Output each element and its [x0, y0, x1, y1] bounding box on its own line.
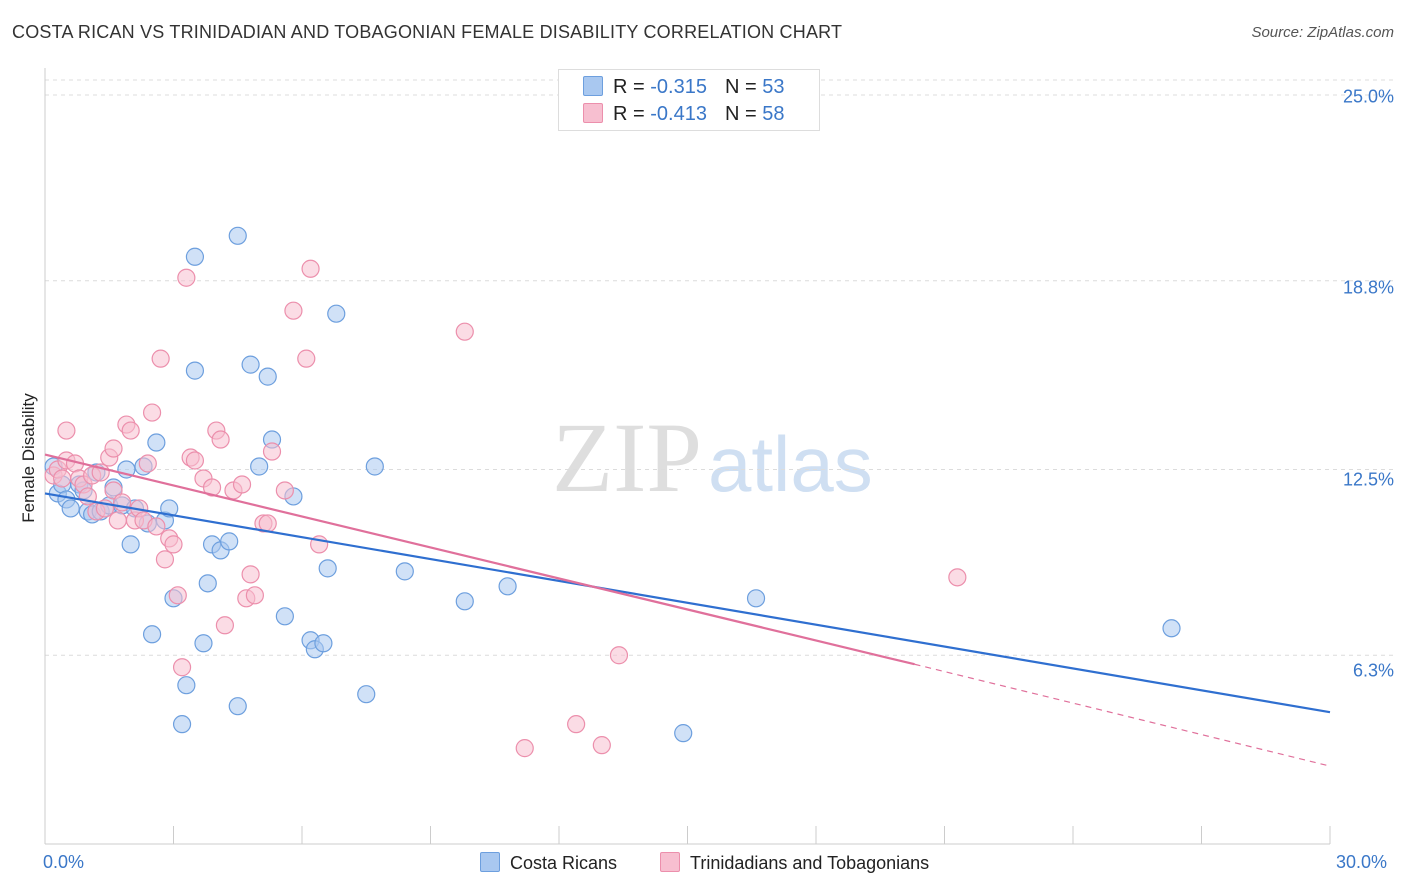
trinidadian-point	[455, 322, 474, 341]
trinidadian-point	[121, 421, 140, 440]
chart-title: COSTA RICAN VS TRINIDADIAN AND TOBAGONIA…	[12, 22, 843, 42]
trinidadian-point	[57, 421, 76, 440]
x-tick-label: 0.0%	[43, 852, 85, 872]
costa-rican-point	[160, 499, 179, 518]
costa-rican-point	[674, 724, 693, 743]
costa-rican-point	[142, 625, 162, 644]
trinidadian-point	[215, 616, 234, 635]
trinidadian-point	[284, 301, 303, 320]
costa-rican-point	[258, 367, 277, 386]
y-tick-label: 12.5%	[1342, 469, 1394, 490]
trinidadian-trend-line	[44, 453, 915, 666]
bottom-legend-trinidadians: Trinidadians and Tobagonians	[660, 852, 929, 874]
costa-rican-point	[357, 685, 376, 704]
legend-row-costa-ricans: R = -0.315 N = 53	[583, 76, 784, 99]
trinidadian-point	[241, 565, 260, 584]
y-tick-label: 25.0%	[1342, 86, 1394, 107]
costa-rican-point	[318, 559, 337, 578]
legend-row-trinidadians: R = -0.413 N = 58	[583, 103, 784, 126]
trinidadian-point	[567, 715, 586, 734]
costa-rican-point	[365, 457, 384, 476]
costa-rican-point	[220, 532, 239, 551]
trinidadian-point	[948, 568, 967, 587]
trinidadian-point	[202, 478, 222, 497]
trinidadian-point	[104, 439, 123, 458]
costa-rican-trend-line	[44, 492, 1331, 714]
trinidadian-point	[177, 268, 196, 287]
trinidadian-point	[609, 646, 629, 665]
trinidadian-point	[515, 739, 534, 758]
costa-rican-point	[746, 589, 766, 608]
trinidadian-point	[155, 550, 175, 569]
correlation-legend: R = -0.315 N = 53 R = -0.413 N = 58	[558, 69, 820, 131]
costa-rican-point	[172, 715, 192, 734]
trinidadian-point	[108, 511, 127, 530]
legend-n-value: 58	[762, 103, 785, 125]
costa-rican-point	[177, 676, 196, 695]
watermark-atlas: atlas	[708, 420, 873, 508]
costa-rican-point	[327, 304, 346, 323]
costa-rican-point	[185, 247, 205, 266]
costa-rican-point	[228, 697, 247, 716]
legend-r-value: -0.413	[650, 103, 707, 125]
costa-rican-point	[198, 574, 217, 593]
x-tick-label: 30.0%	[1336, 852, 1388, 872]
legend-swatch-blue	[583, 76, 603, 96]
costa-rican-point	[395, 562, 414, 581]
costa-rican-point	[498, 577, 517, 596]
legend-n-label: N =	[724, 76, 763, 98]
trinidadian-point	[592, 736, 611, 755]
trinidadian-point	[147, 517, 166, 536]
costa-rican-point	[194, 634, 213, 653]
trinidadian-point	[275, 481, 294, 500]
costa-rican-point	[275, 607, 294, 626]
costa-rican-point	[121, 535, 140, 554]
legend-r-label: R =	[613, 103, 651, 125]
bottom-legend-costa-ricans: Costa Ricans	[480, 852, 617, 874]
costa-rican-point	[1162, 619, 1181, 638]
trinidadian-point	[138, 454, 157, 473]
trinidadian-point	[164, 535, 183, 554]
legend-swatch-blue	[480, 852, 500, 872]
costa-rican-point	[455, 592, 474, 611]
trinidadian-point	[301, 259, 320, 278]
trinidadian-point	[232, 475, 252, 494]
costa-rican-point	[185, 361, 205, 380]
costa-rican-point	[61, 499, 80, 518]
costa-rican-point	[314, 634, 333, 653]
costa-rican-point	[241, 355, 260, 374]
legend-n-value: 53	[762, 76, 785, 98]
watermark: ZIPatlas	[552, 400, 873, 515]
series-name: Trinidadians and Tobagonians	[690, 853, 930, 873]
trinidadian-point	[211, 430, 230, 449]
trinidadian-point	[185, 451, 205, 470]
source-label: Source: ZipAtlas.com	[1251, 24, 1394, 41]
costa-rican-point	[147, 433, 166, 452]
trinidadian-point	[245, 586, 264, 605]
legend-n-label: N =	[724, 103, 763, 125]
y-tick-label: 18.8%	[1342, 277, 1394, 298]
series-name: Costa Ricans	[510, 853, 618, 873]
legend-r-label: R =	[613, 76, 651, 98]
trinidadian-point	[297, 349, 316, 368]
legend-swatch-pink	[660, 852, 680, 872]
trinidadian-point	[172, 658, 192, 677]
y-tick-label: 6.3%	[1352, 660, 1394, 681]
legend-r-value: -0.315	[650, 76, 707, 98]
costa-rican-point	[228, 226, 247, 245]
trinidadian-trend-extension	[914, 663, 1331, 767]
trinidadian-point	[53, 469, 72, 488]
legend-swatch-pink	[583, 103, 603, 123]
trinidadian-point	[151, 349, 170, 368]
watermark-zip: ZIP	[552, 402, 702, 513]
trinidadian-point	[142, 403, 162, 422]
costa-rican-point	[250, 457, 269, 476]
y-axis-label: Female Disability	[19, 393, 38, 523]
trinidadian-point	[168, 586, 187, 605]
trinidadian-point	[262, 442, 282, 461]
